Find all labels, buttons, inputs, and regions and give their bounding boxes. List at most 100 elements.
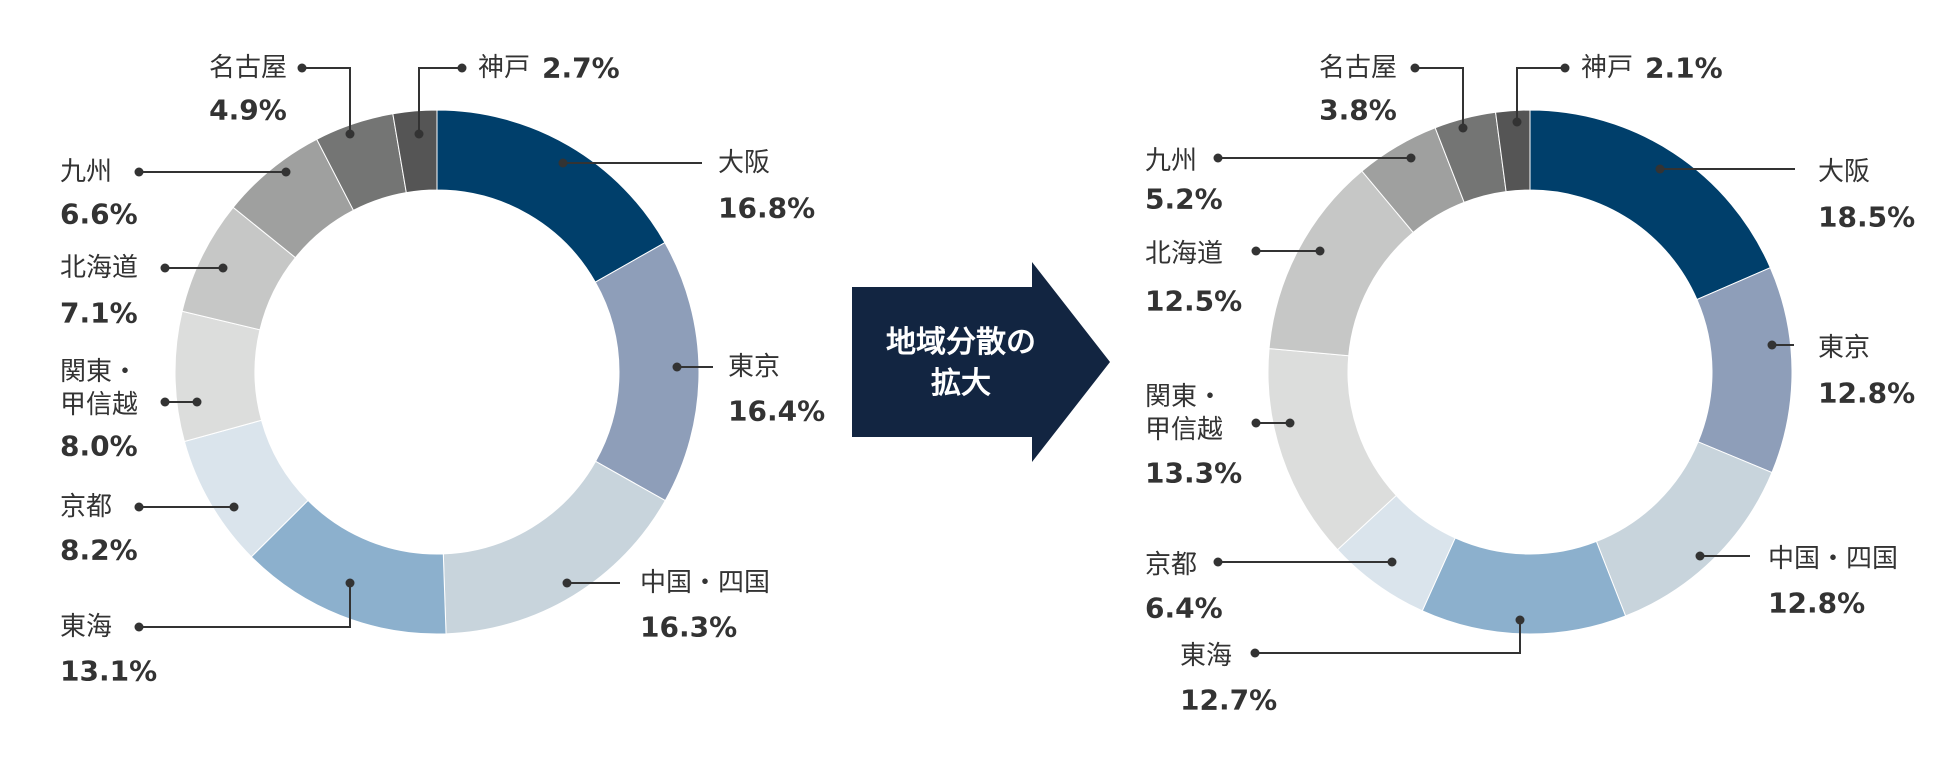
- label-tokyo: 東京 12.8%: [1767, 333, 1915, 410]
- value-label: 18.5%: [1818, 201, 1915, 234]
- label-chugoku-shikoku: 中国・四国 16.3%: [562, 568, 770, 644]
- leader-end-dot: [160, 397, 170, 407]
- category-label: 東海: [1180, 641, 1232, 671]
- value-label: 12.8%: [1768, 587, 1865, 620]
- leader-end-dot: [1251, 246, 1261, 256]
- value-label: 3.8%: [1319, 94, 1397, 127]
- category-label: 神戸: [1581, 53, 1633, 83]
- leader-end-dot: [1560, 63, 1570, 73]
- value-label: 13.3%: [1145, 457, 1242, 490]
- category-label: 神戸: [478, 53, 530, 83]
- leader-line: [1516, 67, 1565, 122]
- arrow-shape: [852, 262, 1110, 462]
- value-label: 12.7%: [1180, 684, 1277, 717]
- leader-end-dot: [134, 502, 144, 512]
- leader-end-dot: [297, 63, 307, 73]
- category-label: 東京: [728, 352, 780, 382]
- leader-dot: [1285, 418, 1295, 428]
- value-label: 12.8%: [1818, 377, 1915, 410]
- label-kanto-koshinetsu: 関東・甲信越 13.3%: [1145, 382, 1295, 490]
- leader-end-dot: [134, 622, 144, 632]
- value-label: 16.4%: [728, 395, 825, 428]
- slice-chugoku-shikoku: [1595, 441, 1773, 617]
- slice-kobe: [1494, 109, 1531, 193]
- leader-dot: [345, 129, 355, 139]
- value-label: 5.2%: [1145, 183, 1223, 216]
- leader-dot: [1512, 117, 1522, 127]
- leader-dot: [1315, 246, 1325, 256]
- label-nagoya: 名古屋 3.8%: [1319, 53, 1468, 133]
- label-tokai: 東海 13.1%: [60, 578, 355, 688]
- leader-end-dot: [457, 63, 467, 73]
- category-label: 京都: [1145, 550, 1197, 580]
- value-label: 6.6%: [60, 198, 138, 231]
- value-label: 8.2%: [60, 534, 138, 567]
- leader-end-dot: [134, 167, 144, 177]
- value-label: 16.8%: [718, 192, 815, 225]
- arrow-label-line-1: 地域分散の: [886, 325, 1036, 360]
- label-nagoya: 名古屋 4.9%: [209, 53, 355, 139]
- slice-kanto-koshinetsu: [174, 310, 263, 443]
- leader-end-dot: [1410, 63, 1420, 73]
- leader-dot: [229, 502, 239, 512]
- leader-end-dot: [1250, 648, 1260, 658]
- slice-osaka: [436, 109, 666, 283]
- leader-end-dot: [1213, 153, 1223, 163]
- leader-line: [139, 583, 351, 628]
- label-osaka: 大阪 16.8%: [558, 148, 815, 225]
- arrow-label-line-2: 拡大: [931, 366, 991, 401]
- leader-end-dot: [1251, 418, 1261, 428]
- label-kobe: 神戸 2.7%: [414, 52, 620, 139]
- category-label: 中国・四国: [1768, 544, 1898, 574]
- label-hokkaido: 北海道 12.5%: [1145, 239, 1325, 318]
- value-label: 13.1%: [60, 655, 157, 688]
- category-label: 北海道: [60, 253, 138, 283]
- category-label: 関東・: [1145, 382, 1223, 412]
- label-kyushu: 九州 5.2%: [1145, 146, 1416, 216]
- label-tokai: 東海 12.7%: [1180, 615, 1525, 717]
- leader-dot: [1767, 340, 1777, 350]
- leader-dot: [218, 263, 228, 273]
- value-label: 7.1%: [60, 297, 138, 330]
- leader-dot: [558, 158, 568, 168]
- label-kanto-koshinetsu: 関東・甲信越 8.0%: [60, 357, 202, 463]
- value-label: 6.4%: [1145, 592, 1223, 625]
- category-label: 甲信越: [1145, 415, 1223, 445]
- value-label: 2.1%: [1645, 52, 1723, 85]
- category-label: 京都: [60, 492, 112, 522]
- category-label: 甲信越: [60, 390, 138, 420]
- label-kyoto: 京都 6.4%: [1145, 550, 1397, 625]
- value-label: 16.3%: [640, 611, 737, 644]
- expansion-arrow: 地域分散の 拡大: [852, 262, 1110, 462]
- label-kyushu: 九州 6.6%: [60, 157, 291, 231]
- slice-labels: 大阪 16.8% 東京 16.4% 中国・四国 16.3% 東海 13.1% 京都 8.2% 関東・…: [60, 52, 825, 688]
- category-label: 中国・四国: [640, 568, 770, 598]
- leader-dot: [562, 578, 572, 588]
- leader-dot: [1695, 551, 1705, 561]
- slice-labels: 大阪 18.5% 東京 12.8% 中国・四国 12.8% 東海 12.7% 京都 6.4% 関東・…: [1145, 52, 1915, 717]
- leader-dot: [1406, 153, 1416, 163]
- category-label: 名古屋: [209, 53, 287, 83]
- category-label: 九州: [60, 157, 112, 187]
- label-kyoto: 京都 8.2%: [60, 492, 239, 567]
- leader-line: [1255, 620, 1521, 654]
- category-label: 関東・: [60, 357, 138, 387]
- leader-end-dot: [160, 263, 170, 273]
- slice-tokyo: [594, 241, 700, 502]
- value-label: 8.0%: [60, 430, 138, 463]
- label-osaka: 大阪 18.5%: [1655, 157, 1915, 234]
- value-label: 2.7%: [542, 52, 620, 85]
- leader-dot: [414, 129, 424, 139]
- leader-dot: [1655, 164, 1665, 174]
- category-label: 東京: [1818, 333, 1870, 363]
- leader-dot: [281, 167, 291, 177]
- slice-chugoku-shikoku: [442, 460, 666, 635]
- donut-chart-before: 大阪 16.8% 東京 16.4% 中国・四国 16.3% 東海 13.1% 京都 8.2% 関東・…: [60, 52, 825, 688]
- label-tokyo: 東京 16.4%: [672, 352, 825, 428]
- leader-dot: [192, 397, 202, 407]
- leader-dot: [345, 578, 355, 588]
- category-label: 大阪: [1818, 157, 1870, 187]
- value-label: 12.5%: [1145, 285, 1242, 318]
- slice-osaka: [1529, 109, 1771, 301]
